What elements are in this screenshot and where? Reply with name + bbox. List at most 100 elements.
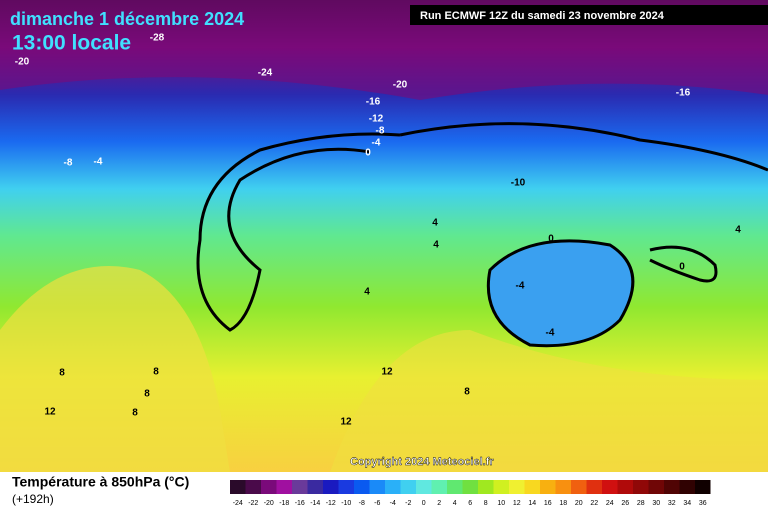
contour-label: 8: [132, 408, 138, 419]
scale-swatch: [695, 480, 711, 494]
run-banner: [410, 5, 768, 25]
scale-label: 24: [606, 500, 614, 507]
date: dimanche 1 décembre 2024: [10, 9, 244, 29]
contour-label: -16: [676, 88, 691, 99]
contour-label: -24: [258, 68, 273, 79]
scale-label: 32: [668, 500, 676, 507]
copyright: Copyright 2024 Meteociel.fr: [350, 456, 494, 468]
contour-label: 0: [679, 262, 685, 273]
scale-label: 0: [422, 500, 426, 507]
run-info: Run ECMWF 12Z du samedi 23 novembre 2024: [420, 10, 665, 22]
scale-label: -16: [295, 500, 305, 507]
scale-swatch: [586, 480, 602, 494]
scale-label: -2: [405, 500, 411, 507]
contour-label: 4: [735, 225, 741, 236]
contour-label: 4: [432, 218, 438, 229]
scale-swatch: [292, 480, 308, 494]
scale-swatch: [400, 480, 416, 494]
scale-label: -12: [326, 500, 336, 507]
zero-isotherm: [399, 122, 768, 172]
scale-swatch: [307, 480, 323, 494]
scale-label: 26: [621, 500, 629, 507]
lead-time: (+192h): [12, 492, 54, 506]
scale-label: 6: [468, 500, 472, 507]
scale-label: -6: [374, 500, 380, 507]
time: 13:00 locale: [12, 32, 131, 55]
contour-label: -16: [366, 97, 381, 108]
scale-label: 2: [437, 500, 441, 507]
contour-label: -20: [393, 80, 408, 91]
scale-swatch: [524, 480, 540, 494]
scale-swatch: [602, 480, 618, 494]
scale-swatch: [431, 480, 447, 494]
contour-label: 8: [144, 389, 150, 400]
scale-label: 14: [528, 500, 536, 507]
scale-label: 12: [513, 500, 521, 507]
scale-swatch: [369, 480, 385, 494]
scale-label: 28: [637, 500, 645, 507]
contour-label: -28: [150, 33, 165, 44]
scale-swatch: [385, 480, 401, 494]
scale-label: 36: [699, 500, 707, 507]
scale-label: -18: [279, 500, 289, 507]
scale-label: 18: [559, 500, 567, 507]
contour-label: -4: [372, 138, 381, 149]
contour-label: -4: [94, 157, 103, 168]
contour-label: -20: [15, 57, 30, 68]
scale-swatch: [540, 480, 556, 494]
contour-label: 4: [364, 287, 370, 298]
scale-label: 34: [683, 500, 691, 507]
scale-label: 10: [497, 500, 505, 507]
contour-label: 8: [464, 387, 470, 398]
scale-swatch: [555, 480, 571, 494]
scale-label: -22: [248, 500, 258, 507]
scale-label: -10: [341, 500, 351, 507]
contour-label: -4: [516, 281, 525, 292]
scale-swatch: [571, 480, 587, 494]
scale-swatch: [633, 480, 649, 494]
scale-label: 8: [484, 500, 488, 507]
contour-label: -10: [511, 178, 526, 189]
scale-swatch: [509, 480, 525, 494]
scale-label: 20: [575, 500, 583, 507]
scale-label: -4: [390, 500, 396, 507]
scale-label: -24: [233, 500, 243, 507]
contour-label: 0: [548, 234, 554, 245]
scale-swatch: [338, 480, 354, 494]
scale-swatch: [617, 480, 633, 494]
scale-swatch: [664, 480, 680, 494]
zero-isotherm: [196, 132, 401, 332]
scale-label: 4: [453, 500, 457, 507]
scale-swatch: [230, 480, 246, 494]
scale-swatch: [245, 480, 261, 494]
scale-label: -14: [310, 500, 320, 507]
contour-label: -8: [376, 126, 385, 137]
warm-region: [330, 330, 768, 472]
color-scale: -24 -22 -20 -18 -16 -14 -12 -10 -8 -6 -4 -2 0 2 4 6 8 10 1…: [230, 480, 711, 507]
scale-swatch: [354, 480, 370, 494]
cold-pool: [486, 239, 635, 348]
contour-label: -12: [369, 114, 384, 125]
zero-isotherm: [649, 245, 718, 283]
contour-label: 12: [381, 367, 393, 378]
scale-swatch: [261, 480, 277, 494]
contour-label: 0: [365, 148, 371, 159]
scale-swatch: [447, 480, 463, 494]
scale-label: 16: [544, 500, 552, 507]
contour-label: -4: [546, 328, 555, 339]
scale-label: -8: [359, 500, 365, 507]
contour-label: 12: [44, 407, 56, 418]
contour-label: 4: [433, 240, 439, 251]
scale-swatch: [679, 480, 695, 494]
scale-swatch: [648, 480, 664, 494]
contour-labels: -28-20-24-20-16-16-12-8-40-8 -4-1044040-4…: [15, 33, 741, 428]
contour-label: -8: [64, 158, 73, 169]
scale-swatch: [323, 480, 339, 494]
contour-label: 12: [340, 417, 352, 428]
scale-swatch: [493, 480, 509, 494]
warm-region: [0, 266, 230, 472]
scale-swatch: [478, 480, 494, 494]
scale-swatch: [462, 480, 478, 494]
scale-swatch: [416, 480, 432, 494]
